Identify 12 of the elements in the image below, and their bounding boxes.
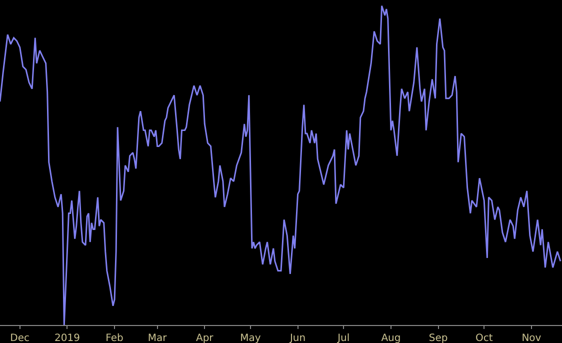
x-tick-label: Aug xyxy=(381,333,401,343)
x-tick-label: Oct xyxy=(475,333,493,343)
x-tick-label: Nov xyxy=(522,333,542,343)
x-tick-label: May xyxy=(240,333,261,343)
x-tick-label: 2019 xyxy=(54,333,80,343)
x-tick-label: Mar xyxy=(148,333,168,343)
x-tick-label: Jul xyxy=(336,333,350,343)
x-tick-label: Dec xyxy=(10,333,30,343)
x-tick-label: Apr xyxy=(196,333,214,343)
x-tick-label: Jun xyxy=(288,333,306,343)
x-tick-label: Sep xyxy=(428,333,448,343)
x-tick-label: Feb xyxy=(106,333,124,343)
